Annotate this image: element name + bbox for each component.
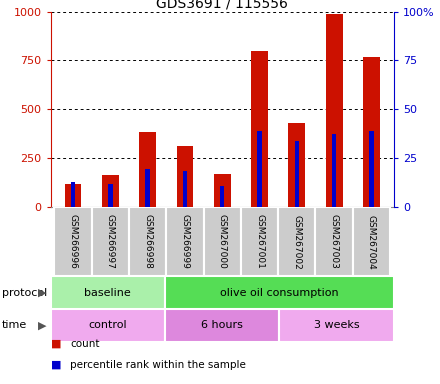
Bar bbox=[166, 207, 204, 276]
Bar bbox=[145, 169, 150, 207]
Bar bbox=[257, 131, 262, 207]
Bar bbox=[165, 309, 279, 342]
Text: control: control bbox=[88, 320, 127, 331]
Bar bbox=[220, 186, 224, 207]
Bar bbox=[353, 207, 390, 276]
Bar bbox=[332, 134, 336, 207]
Bar bbox=[102, 175, 119, 207]
Bar bbox=[251, 51, 268, 207]
Text: GSM266998: GSM266998 bbox=[143, 215, 152, 269]
Text: time: time bbox=[2, 320, 27, 331]
Text: GSM267002: GSM267002 bbox=[292, 215, 301, 269]
Text: GSM267004: GSM267004 bbox=[367, 215, 376, 269]
Bar bbox=[183, 171, 187, 207]
Bar bbox=[108, 184, 113, 207]
Text: GSM266997: GSM266997 bbox=[106, 215, 115, 269]
Bar bbox=[294, 141, 299, 207]
Bar bbox=[278, 207, 315, 276]
Bar bbox=[71, 182, 75, 207]
Bar bbox=[51, 309, 165, 342]
Text: ■: ■ bbox=[51, 339, 61, 349]
Text: GSM267003: GSM267003 bbox=[330, 215, 339, 269]
Bar bbox=[51, 276, 165, 309]
Text: count: count bbox=[70, 339, 100, 349]
Bar bbox=[92, 207, 129, 276]
Bar bbox=[241, 207, 278, 276]
Text: baseline: baseline bbox=[84, 288, 131, 298]
Text: ▶: ▶ bbox=[38, 320, 46, 331]
Title: GDS3691 / 115556: GDS3691 / 115556 bbox=[156, 0, 288, 10]
Text: GSM267000: GSM267000 bbox=[218, 215, 227, 269]
Bar bbox=[129, 207, 166, 276]
Text: olive oil consumption: olive oil consumption bbox=[220, 288, 339, 298]
Bar bbox=[204, 207, 241, 276]
Text: protocol: protocol bbox=[2, 288, 48, 298]
Bar bbox=[363, 56, 380, 207]
Text: GSM266996: GSM266996 bbox=[69, 215, 77, 269]
Bar bbox=[279, 309, 394, 342]
Text: GSM266999: GSM266999 bbox=[180, 215, 189, 269]
Text: percentile rank within the sample: percentile rank within the sample bbox=[70, 360, 246, 370]
Bar bbox=[54, 207, 92, 276]
Text: 3 weeks: 3 weeks bbox=[314, 320, 359, 331]
Bar bbox=[139, 132, 156, 207]
Bar bbox=[214, 174, 231, 207]
Text: ▶: ▶ bbox=[38, 288, 46, 298]
Bar bbox=[176, 146, 193, 207]
Text: GSM267001: GSM267001 bbox=[255, 215, 264, 269]
Bar bbox=[165, 276, 394, 309]
Text: 6 hours: 6 hours bbox=[201, 320, 243, 331]
Bar bbox=[65, 184, 81, 207]
Bar bbox=[326, 15, 342, 207]
Bar bbox=[288, 123, 305, 207]
Bar bbox=[369, 131, 374, 207]
Text: ■: ■ bbox=[51, 360, 61, 370]
Bar bbox=[315, 207, 353, 276]
